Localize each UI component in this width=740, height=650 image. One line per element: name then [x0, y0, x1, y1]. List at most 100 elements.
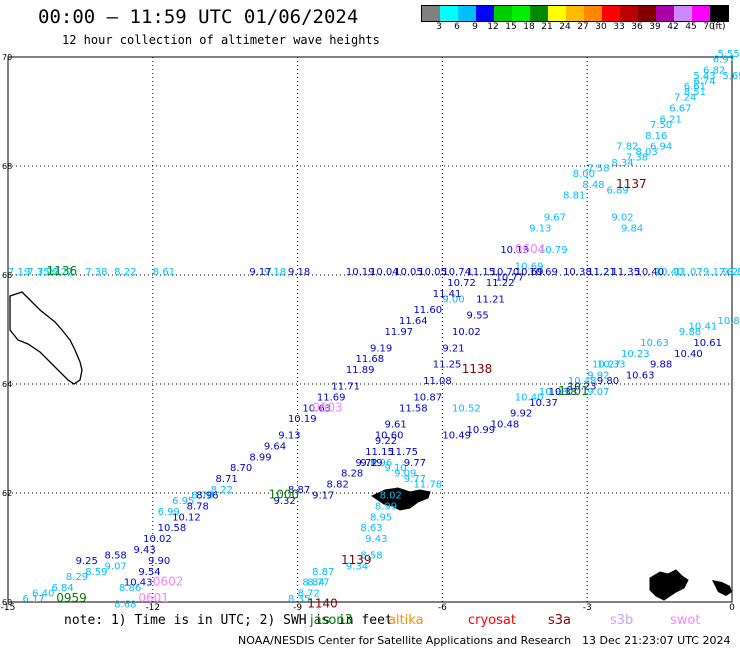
wave-height-label: 10.41 — [689, 322, 718, 333]
wave-height-label: 9.22 — [722, 267, 740, 278]
wave-height-label: 5.69 — [722, 71, 740, 82]
y-tick-label: 66 — [2, 271, 12, 280]
map-subtitle: 12 hour collection of altimeter wave hei… — [62, 33, 380, 47]
wave-height-label: 8.82 — [327, 480, 349, 491]
wave-height-label: 11.15 — [365, 447, 394, 458]
wave-height-label: 11.58 — [399, 403, 428, 414]
y-tick-label: 60 — [2, 598, 12, 607]
wave-height-label: 8.95 — [370, 512, 392, 523]
wave-height-label: 5.55 — [718, 49, 740, 60]
wave-height-label: 10.33 — [549, 387, 578, 398]
wave-height-label: 9.09 — [394, 469, 416, 480]
wave-height-label: 9.55 — [467, 311, 489, 322]
x-tick-label: -6 — [438, 603, 447, 613]
footnote: note: 1) Time is in UTC; 2) SWH is in fe… — [64, 613, 393, 628]
wave-height-label: 10.58 — [158, 523, 187, 534]
satellite-jason3-label: jason3 — [310, 613, 353, 628]
wave-height-label: 10.37 — [529, 398, 558, 409]
wave-height-label: 7.35 — [27, 267, 49, 278]
wave-height-label: 10.02 — [452, 327, 481, 338]
wave-height-label: 11.07 — [674, 267, 703, 278]
wave-height-label: 8.63 — [360, 523, 382, 534]
color-scale-label: 36 — [631, 22, 643, 32]
wave-height-label: 11.78 — [413, 480, 442, 491]
wave-height-label: 9.61 — [384, 420, 406, 431]
wave-height-label: 10.79 — [539, 245, 568, 256]
color-swatch — [548, 6, 566, 21]
wave-height-label: 8.77 — [307, 578, 329, 589]
wave-height-label: 6.94 — [650, 142, 672, 153]
wave-height-label: 10.87 — [413, 392, 442, 403]
wave-height-label: 10.04 — [370, 267, 399, 278]
wave-height-label: 8.35 — [288, 594, 310, 605]
color-scale-label: 30 — [595, 22, 607, 32]
wave-height-label: 10.99 — [467, 425, 496, 436]
wave-height-label: 9.80 — [597, 376, 619, 387]
wave-height-label: 9.07 — [105, 561, 127, 572]
wave-height-label: 8.84 — [302, 578, 324, 589]
wave-height-label: 8.51 — [684, 87, 706, 98]
wave-height-label: 11.97 — [384, 327, 413, 338]
coast-right — [712, 580, 732, 596]
wave-height-label: 10.23 — [568, 381, 597, 392]
wave-height-label: 9.32 — [273, 496, 295, 507]
wave-height-label: 8.03 — [635, 147, 657, 158]
wave-height-label: 7.22 — [37, 267, 59, 278]
color-scale-labels: 3 6 9 12 15 18 21 24 27 30 33 36 39 42 45 70 — [421, 22, 727, 34]
wave-height-label: 11.22 — [486, 278, 515, 289]
wave-height-label: 11.64 — [399, 316, 428, 327]
color-scale-unit: (ft) — [712, 22, 726, 32]
wave-height-label: 10.38 — [563, 267, 592, 278]
wave-height-label: 6.21 — [660, 114, 682, 125]
wave-height-label: 6.61 — [684, 82, 706, 93]
color-scale-label: 45 — [685, 22, 697, 32]
wave-height-label: 11.89 — [346, 365, 375, 376]
wave-height-label: 6.95 — [172, 496, 194, 507]
wave-height-label: 6.22 — [51, 267, 73, 278]
wave-height-label: 9.92 — [510, 409, 532, 420]
color-swatch — [440, 6, 458, 21]
wave-height-label: 9.19 — [360, 458, 382, 469]
wave-height-label: 9.72 — [356, 458, 378, 469]
y-tick-label: 68 — [2, 162, 12, 171]
color-scale-label: 12 — [487, 22, 499, 32]
color-scale-label: 70 — [703, 22, 715, 32]
wave-height-label: 10.48 — [568, 376, 597, 387]
x-tick-label: -15 — [1, 603, 16, 613]
wave-height-label: 8.72 — [298, 589, 320, 600]
wave-height-label: 9.17 — [312, 490, 334, 501]
wave-height-label: 10.19 — [288, 414, 317, 425]
wave-height-label: 9.88 — [650, 360, 672, 371]
wave-height-label: 7.24 — [674, 93, 696, 104]
wave-height-label: 8.96 — [196, 490, 218, 501]
wave-height-label: 9.54 — [138, 567, 160, 578]
color-scale-label: 27 — [577, 22, 589, 32]
wave-height-label: 8.88 — [727, 267, 740, 278]
iceland-coast — [9, 291, 83, 385]
pass-time-label: 1000 — [269, 487, 300, 501]
wave-height-label: 9.17 — [703, 267, 725, 278]
wave-height-label: 8.48 — [582, 180, 604, 191]
color-swatch — [656, 6, 674, 21]
color-scale-label: 39 — [649, 22, 661, 32]
wave-height-label: 8.70 — [230, 463, 252, 474]
wave-height-label: 11.08 — [423, 376, 452, 387]
satellite-altika-label: altika — [388, 613, 424, 628]
wave-height-label: 11.75 — [389, 447, 418, 458]
wave-height-label: 9.88 — [679, 327, 701, 338]
wave-height-label: 10.43 — [124, 578, 153, 589]
color-scale-label: 9 — [472, 22, 478, 32]
x-tick-label: 0 — [729, 603, 735, 613]
wave-height-label: 11.15 — [467, 267, 496, 278]
wave-height-label: 10.40 — [515, 392, 544, 403]
pass-time-label: 1139 — [341, 553, 372, 567]
y-tick-label: 64 — [2, 380, 12, 389]
wave-height-label: 8.61 — [153, 267, 175, 278]
wave-height-label: 8.81 — [563, 191, 585, 202]
x-axis-ticks: -15 -12 -9 -6 -3 0 — [1, 603, 735, 613]
altimeter-tracks: 6.176.406.848.298.599.076.996.956.708.22… — [8, 49, 740, 610]
wave-height-label: 10.27 — [592, 360, 621, 371]
wave-height-label: 9.00 — [442, 294, 464, 305]
wave-height-label: 9.10 — [384, 463, 406, 474]
wave-height-label: 8.86 — [119, 583, 141, 594]
